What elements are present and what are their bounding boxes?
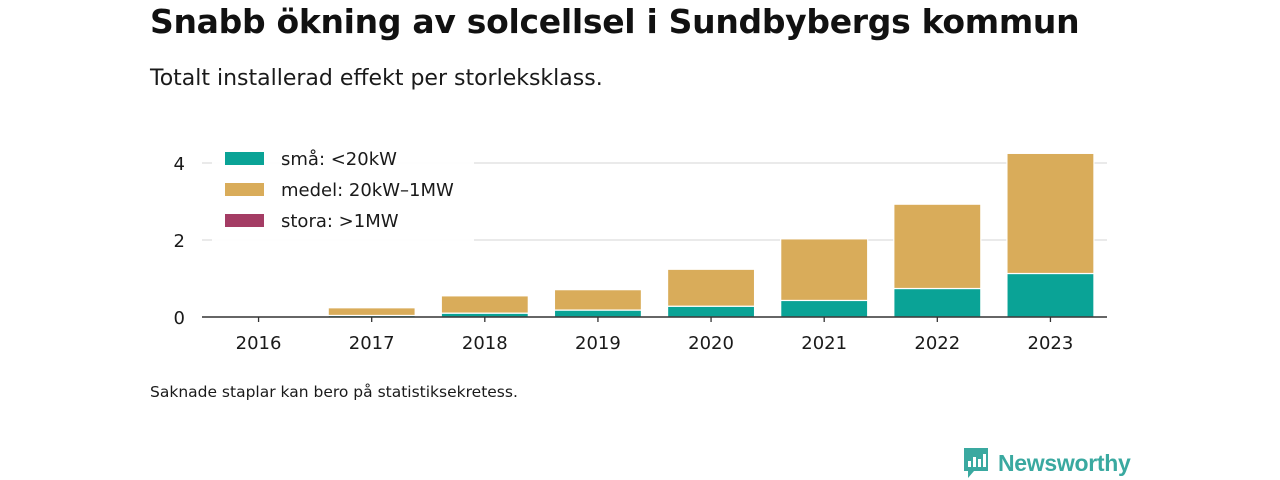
y-tick-label: 0 [174,308,185,329]
chart-title: Snabb ökning av solcellsel i Sundbybergs… [150,2,1080,41]
bar-segment [780,238,869,302]
x-tick-label: 2016 [236,333,282,354]
legend-label: stora: >1MW [281,211,399,232]
legend: små: <20kW medel: 20kW–1MW stora: >1MW [212,142,474,242]
y-tick-labels: 0 2 4 [174,154,185,329]
x-tick-labels: 2016 2017 2018 2019 2020 2021 2022 2023 [236,333,1074,354]
y-tick-label: 2 [174,231,185,252]
legend-label: medel: 20kW–1MW [281,180,454,201]
bar-segment [1006,272,1095,318]
x-tick-marks [257,317,1052,322]
newsworthy-bar-icon [964,448,988,478]
legend-swatch [225,183,264,196]
x-tick-label: 2018 [462,333,508,354]
x-tick-label: 2023 [1028,333,1074,354]
bar-segment [780,299,869,318]
footnote: Saknade staplar kan bero på statistiksek… [150,383,518,401]
newsworthy-logo[interactable]: Newsworthy [962,446,1131,480]
bar-segment [553,289,643,311]
x-tick-label: 2020 [688,333,734,354]
legend-label: små: <20kW [281,149,397,170]
x-tick-label: 2021 [801,333,847,354]
x-tick-label: 2017 [349,333,395,354]
chart-subtitle: Totalt installerad effekt per storlekskl… [150,66,603,91]
bar-segment [553,309,643,318]
bar-segment [666,305,756,318]
bars [214,152,1095,318]
bar-segment [893,203,982,290]
bar-segment [893,287,982,318]
bar-segment [440,295,529,314]
brand-name: Newsworthy [998,449,1131,476]
y-tick-label: 4 [174,154,185,175]
stacked-bar-chart: 0 2 4 2016 2017 2018 2019 2020 2021 2022 2023 små… [173,142,1107,354]
legend-swatch [225,214,264,227]
bar-segment [1006,152,1095,275]
bar-segment [327,307,416,317]
legend-swatch [225,152,264,165]
x-tick-label: 2022 [914,333,960,354]
bar-segment [666,268,756,307]
x-tick-label: 2019 [575,333,621,354]
